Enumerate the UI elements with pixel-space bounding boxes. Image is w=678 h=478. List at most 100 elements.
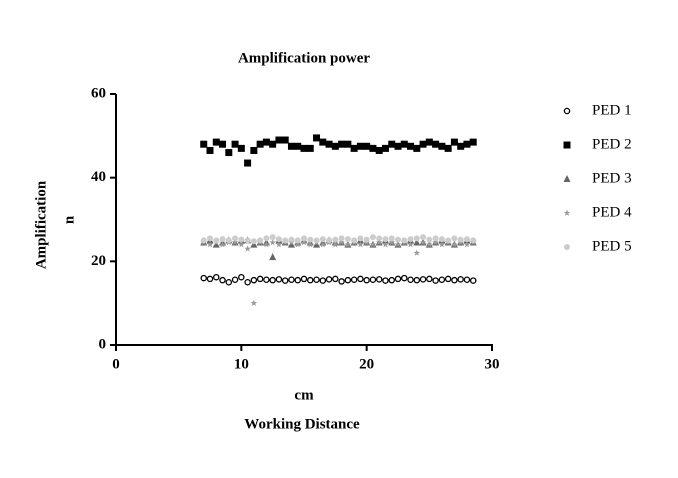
legend-label: PED 5: [592, 238, 632, 254]
point: [375, 276, 383, 283]
point: [426, 236, 433, 243]
point: [363, 276, 370, 284]
point: [269, 239, 276, 246]
legend-marker: [563, 141, 571, 149]
point: [438, 241, 446, 248]
point: [231, 276, 239, 283]
point: [282, 237, 289, 244]
point: [451, 241, 458, 248]
point: [394, 275, 402, 283]
point: [288, 276, 295, 283]
point: [438, 236, 445, 243]
point: [350, 276, 358, 283]
point: [407, 142, 415, 150]
point: [425, 138, 433, 146]
point: [344, 236, 351, 243]
x-tick-label: 20: [359, 356, 374, 372]
point: [250, 146, 258, 154]
point: [369, 241, 377, 248]
point: [344, 140, 352, 148]
point: [313, 237, 320, 244]
point: [257, 237, 264, 244]
point: [225, 278, 233, 286]
point: [432, 277, 439, 284]
point: [388, 239, 396, 246]
point: [244, 159, 252, 167]
point: [395, 236, 401, 243]
x-tick-label: 10: [234, 356, 249, 372]
point: [281, 136, 289, 144]
point: [206, 146, 214, 154]
point: [244, 237, 251, 244]
point: [219, 236, 226, 243]
point: [401, 274, 408, 282]
point: [219, 140, 227, 148]
point: [401, 237, 408, 244]
legend-label: PED 3: [592, 170, 632, 186]
point: [306, 144, 314, 152]
point: [376, 235, 383, 242]
y-tick-label: 60: [91, 85, 106, 101]
point: [432, 235, 439, 242]
point: [413, 249, 421, 256]
point: [281, 277, 289, 284]
point: [326, 237, 333, 244]
point: [338, 140, 346, 148]
point: [325, 276, 333, 283]
point: [394, 241, 402, 248]
point: [382, 236, 389, 243]
y-axis-label: n: [61, 215, 77, 224]
point: [300, 239, 308, 246]
point: [313, 276, 320, 283]
point: [357, 241, 364, 248]
point: [263, 276, 270, 283]
point: [407, 236, 414, 243]
point: [463, 241, 471, 248]
point: [413, 276, 421, 284]
legend-label: PED 1: [592, 102, 632, 118]
point: [413, 235, 420, 242]
point: [307, 236, 314, 243]
point: [213, 237, 220, 244]
point: [212, 138, 220, 146]
point: [413, 144, 421, 152]
point: [413, 238, 421, 246]
point: [438, 142, 446, 150]
point: [287, 142, 295, 150]
point: [294, 241, 302, 248]
x-tick-label: 0: [112, 356, 120, 372]
point: [382, 277, 389, 284]
point: [457, 276, 464, 283]
point: [444, 275, 452, 283]
point: [357, 235, 364, 242]
y-axis-label: Amplification: [33, 180, 49, 269]
point: [369, 276, 377, 283]
point: [213, 273, 220, 281]
legend-marker: [563, 107, 571, 115]
point: [375, 146, 383, 154]
chart-title: Amplification power: [238, 50, 370, 66]
point: [388, 235, 395, 242]
legend-label: PED 2: [592, 136, 632, 152]
point: [375, 239, 383, 246]
point: [287, 240, 295, 248]
point: [344, 241, 352, 248]
point: [420, 234, 427, 241]
point: [331, 142, 339, 150]
point: [238, 241, 245, 248]
point: [463, 236, 470, 243]
point: [419, 140, 427, 148]
point: [319, 241, 327, 248]
point: [232, 235, 239, 242]
point: [426, 275, 433, 283]
point: [313, 134, 321, 142]
point: [269, 253, 277, 261]
point: [338, 278, 345, 285]
point: [250, 276, 258, 284]
point: [275, 276, 283, 283]
point: [207, 235, 213, 242]
point: [294, 237, 301, 244]
legend-label: PED 4: [592, 204, 632, 220]
point: [275, 136, 283, 144]
